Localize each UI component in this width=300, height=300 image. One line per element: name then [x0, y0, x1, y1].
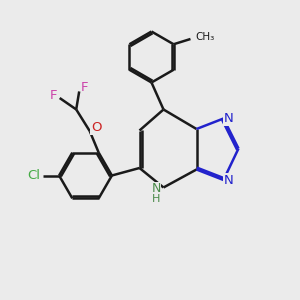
- Text: CH₃: CH₃: [196, 32, 215, 42]
- Text: F: F: [81, 81, 88, 94]
- Text: H: H: [152, 194, 160, 204]
- Text: Cl: Cl: [27, 169, 40, 182]
- Text: N: N: [224, 112, 233, 125]
- Text: O: O: [91, 121, 102, 134]
- Text: F: F: [50, 89, 58, 102]
- Text: N: N: [224, 173, 233, 187]
- Text: N: N: [151, 182, 161, 196]
